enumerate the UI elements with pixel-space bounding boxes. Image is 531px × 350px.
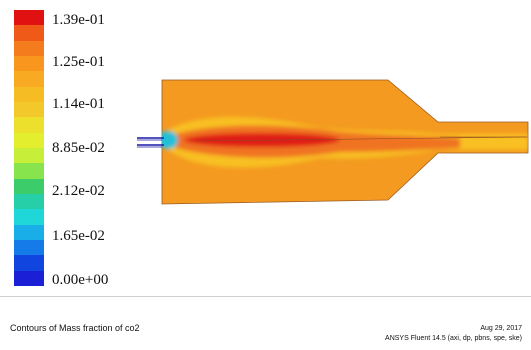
colorbar-swatch <box>14 56 44 72</box>
colorbar-label-max: 1.39e-01 <box>52 12 105 28</box>
colorbar <box>14 10 44 287</box>
colorbar-swatch <box>14 71 44 88</box>
solver-version: ANSYS Fluent 14.5 (axi, dp, pbns, spe, s… <box>385 335 522 342</box>
colorbar-swatch <box>14 132 44 149</box>
nozzle <box>137 137 164 148</box>
colorbar-swatch <box>14 148 44 164</box>
colorbar-swatch <box>14 163 44 180</box>
colorbar-label-4: 8.85e-02 <box>52 140 105 156</box>
colorbar-label-2: 1.25e-01 <box>52 54 105 70</box>
colorbar-label-3: 1.14e-01 <box>52 96 105 112</box>
colorbar-swatch <box>14 10 44 26</box>
colorbar-label-min: 0.00e+00 <box>52 272 109 288</box>
combustor-domain <box>137 79 529 205</box>
colorbar-swatch <box>14 178 44 195</box>
colorbar-swatch <box>14 240 44 256</box>
colorbar-swatch <box>14 224 44 241</box>
contour-plot-area[interactable]: 1.39e-01 1.25e-01 1.14e-01 8.85e-02 2.12… <box>0 0 531 296</box>
plot-title: Contours of Mass fraction of co2 <box>10 323 140 333</box>
colorbar-swatch <box>14 209 44 226</box>
colorbar-swatch <box>14 270 44 287</box>
colorbar-label-5: 2.12e-02 <box>52 183 105 199</box>
plot-date: Aug 29, 2017 <box>480 325 522 332</box>
colorbar-swatch <box>14 255 44 272</box>
colorbar-swatch <box>14 25 44 42</box>
colorbar-swatch <box>14 102 44 118</box>
colorbar-label-6: 1.65e-02 <box>52 228 105 244</box>
colorbar-swatch <box>14 117 44 134</box>
colorbar-swatch <box>14 194 44 210</box>
colorbar-swatch <box>14 86 44 103</box>
colorbar-swatch <box>14 40 44 57</box>
plot-footer: Contours of Mass fraction of co2 Aug 29,… <box>0 296 531 350</box>
